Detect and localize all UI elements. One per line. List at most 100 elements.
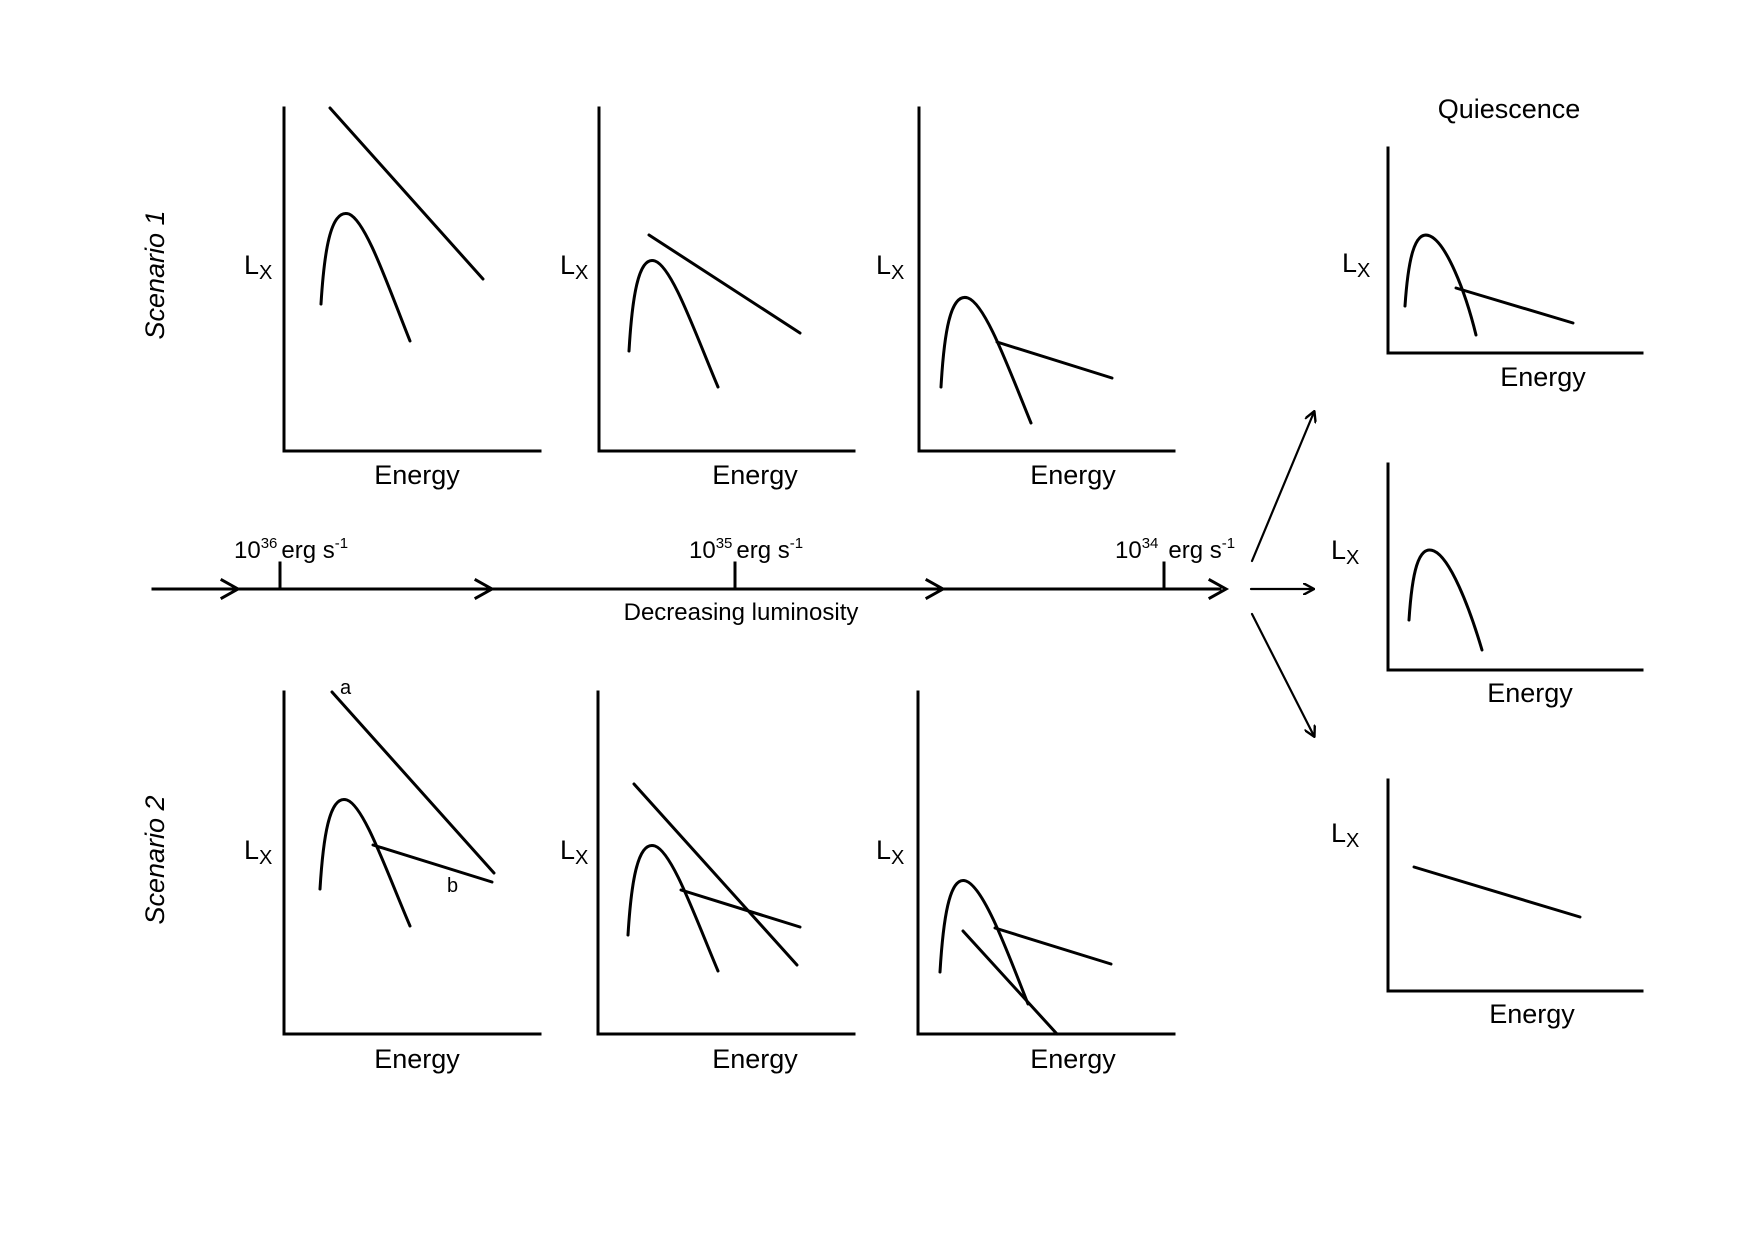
luminosity-axis: 1036 erg s-1 1035 erg s-1 1034 erg s-1 Decr… (151, 535, 1235, 626)
y-axis-label: LX (1331, 818, 1359, 852)
arrowhead-2 (473, 577, 496, 601)
scenario-2-panel-1: LX Energy a b (244, 677, 542, 1074)
tick-unit-exp: -1 (790, 535, 803, 552)
tick-base: 10 (234, 537, 261, 564)
scenario-1-panel-3: LX Energy (876, 106, 1176, 490)
luminosity-axis-caption: Decreasing luminosity (624, 599, 859, 626)
powerlaw-line-b (679, 888, 802, 929)
scenario-2-panel-3: LX Energy (876, 690, 1176, 1074)
arrowhead-end (1207, 577, 1230, 601)
thermal-curve (318, 798, 412, 928)
y-axis-label-main: L (244, 250, 259, 280)
y-axis-label-sub: X (891, 262, 904, 284)
panel-axes (596, 690, 856, 1036)
tick-unit: erg s (281, 537, 334, 564)
tick-unit: erg s (1168, 537, 1221, 564)
y-axis-label: LX (244, 835, 272, 869)
panel-axes (916, 690, 1176, 1036)
powerlaw-line (647, 233, 802, 335)
quiescence-panel-2: LX Energy (1331, 462, 1644, 708)
y-axis-label: LX (560, 250, 588, 284)
scenario-1-panel-2: LX Energy (560, 106, 856, 490)
tick-unit-exp: -1 (335, 535, 348, 552)
thermal-curve (626, 844, 720, 973)
panel-axes (282, 106, 542, 453)
component-label-a: a (340, 677, 352, 699)
powerlaw-line-b (371, 843, 494, 884)
tick-exp: 36 (261, 535, 278, 552)
arrowhead-1 (219, 577, 242, 601)
y-axis-label-sub: X (259, 847, 272, 869)
scenario-1-panel-1: LX Energy (244, 106, 542, 490)
x-axis-label: Energy (712, 460, 798, 490)
x-axis-label: Energy (1487, 678, 1573, 708)
y-axis-label: LX (1331, 535, 1359, 569)
panel-axes (1386, 146, 1644, 355)
y-axis-label-main: L (876, 835, 891, 865)
thermal-curve (319, 212, 412, 343)
panel-axes (1386, 462, 1644, 672)
panel-axes (1386, 778, 1644, 993)
panel-axes (282, 690, 542, 1036)
y-axis-label-sub: X (575, 262, 588, 284)
tick-unit: erg s (736, 537, 789, 564)
y-axis-label-sub: X (259, 262, 272, 284)
tick-exp: 35 (716, 535, 733, 552)
branch-arrow-up (1250, 412, 1314, 563)
panel-axes (917, 106, 1176, 453)
powerlaw-line (328, 106, 485, 281)
tick-base: 10 (1115, 537, 1142, 564)
arrowhead-3 (924, 577, 947, 601)
powerlaw-line-a (330, 690, 496, 875)
component-label-b: b (447, 875, 458, 897)
branch-arrow-down (1250, 612, 1314, 736)
y-axis-label-sub: X (1346, 547, 1359, 569)
thermal-curve (1403, 233, 1478, 337)
panel-axes (597, 106, 856, 453)
y-axis-label-sub: X (891, 847, 904, 869)
thermal-curve (938, 879, 1030, 1006)
powerlaw-line-a (632, 782, 799, 967)
thermal-curve (939, 296, 1033, 425)
powerlaw-line (995, 340, 1114, 380)
powerlaw-line (1412, 865, 1582, 919)
x-axis-label: Energy (1500, 362, 1586, 392)
y-axis-label-sub: X (1357, 260, 1370, 282)
quiescence-panel-1: LX Energy (1342, 146, 1644, 392)
tick-exp: 34 (1142, 535, 1159, 552)
tick-label-1e34: 1034 erg s-1 (1115, 535, 1235, 564)
y-axis-label-main: L (876, 250, 891, 280)
y-axis-label-main: L (244, 835, 259, 865)
thermal-curve (627, 259, 720, 389)
x-axis-label: Energy (374, 1044, 460, 1074)
y-axis-label: LX (244, 250, 272, 284)
branch-arrows (1249, 412, 1314, 736)
y-axis-label-sub: X (575, 847, 588, 869)
x-axis-label: Energy (374, 460, 460, 490)
y-axis-label-main: L (1331, 535, 1346, 565)
y-axis-label: LX (1342, 248, 1370, 282)
x-axis-label: Energy (1030, 1044, 1116, 1074)
scenario-2-panel-2: LX Energy (560, 690, 856, 1074)
scenario-1-label: Scenario 1 (140, 210, 170, 339)
x-axis-label: Energy (1489, 999, 1575, 1029)
tick-base: 10 (689, 537, 716, 564)
y-axis-label-main: L (1331, 818, 1346, 848)
y-axis-label: LX (876, 835, 904, 869)
x-axis-label: Energy (712, 1044, 798, 1074)
tick-label-1e36: 1036 erg s-1 (234, 535, 348, 564)
y-axis-label-sub: X (1346, 830, 1359, 852)
tick-unit-exp: -1 (1222, 535, 1235, 552)
y-axis-label-main: L (1342, 248, 1357, 278)
quiescence-panel-3: LX Energy (1331, 778, 1644, 1029)
y-axis-label: LX (560, 835, 588, 869)
powerlaw-line-b (993, 926, 1113, 966)
x-axis-label: Energy (1030, 460, 1116, 490)
thermal-curve (1407, 548, 1484, 652)
y-axis-label-main: L (560, 835, 575, 865)
tick-label-1e35: 1035 erg s-1 (689, 535, 803, 564)
y-axis-label-main: L (560, 250, 575, 280)
y-axis-label: LX (876, 250, 904, 284)
